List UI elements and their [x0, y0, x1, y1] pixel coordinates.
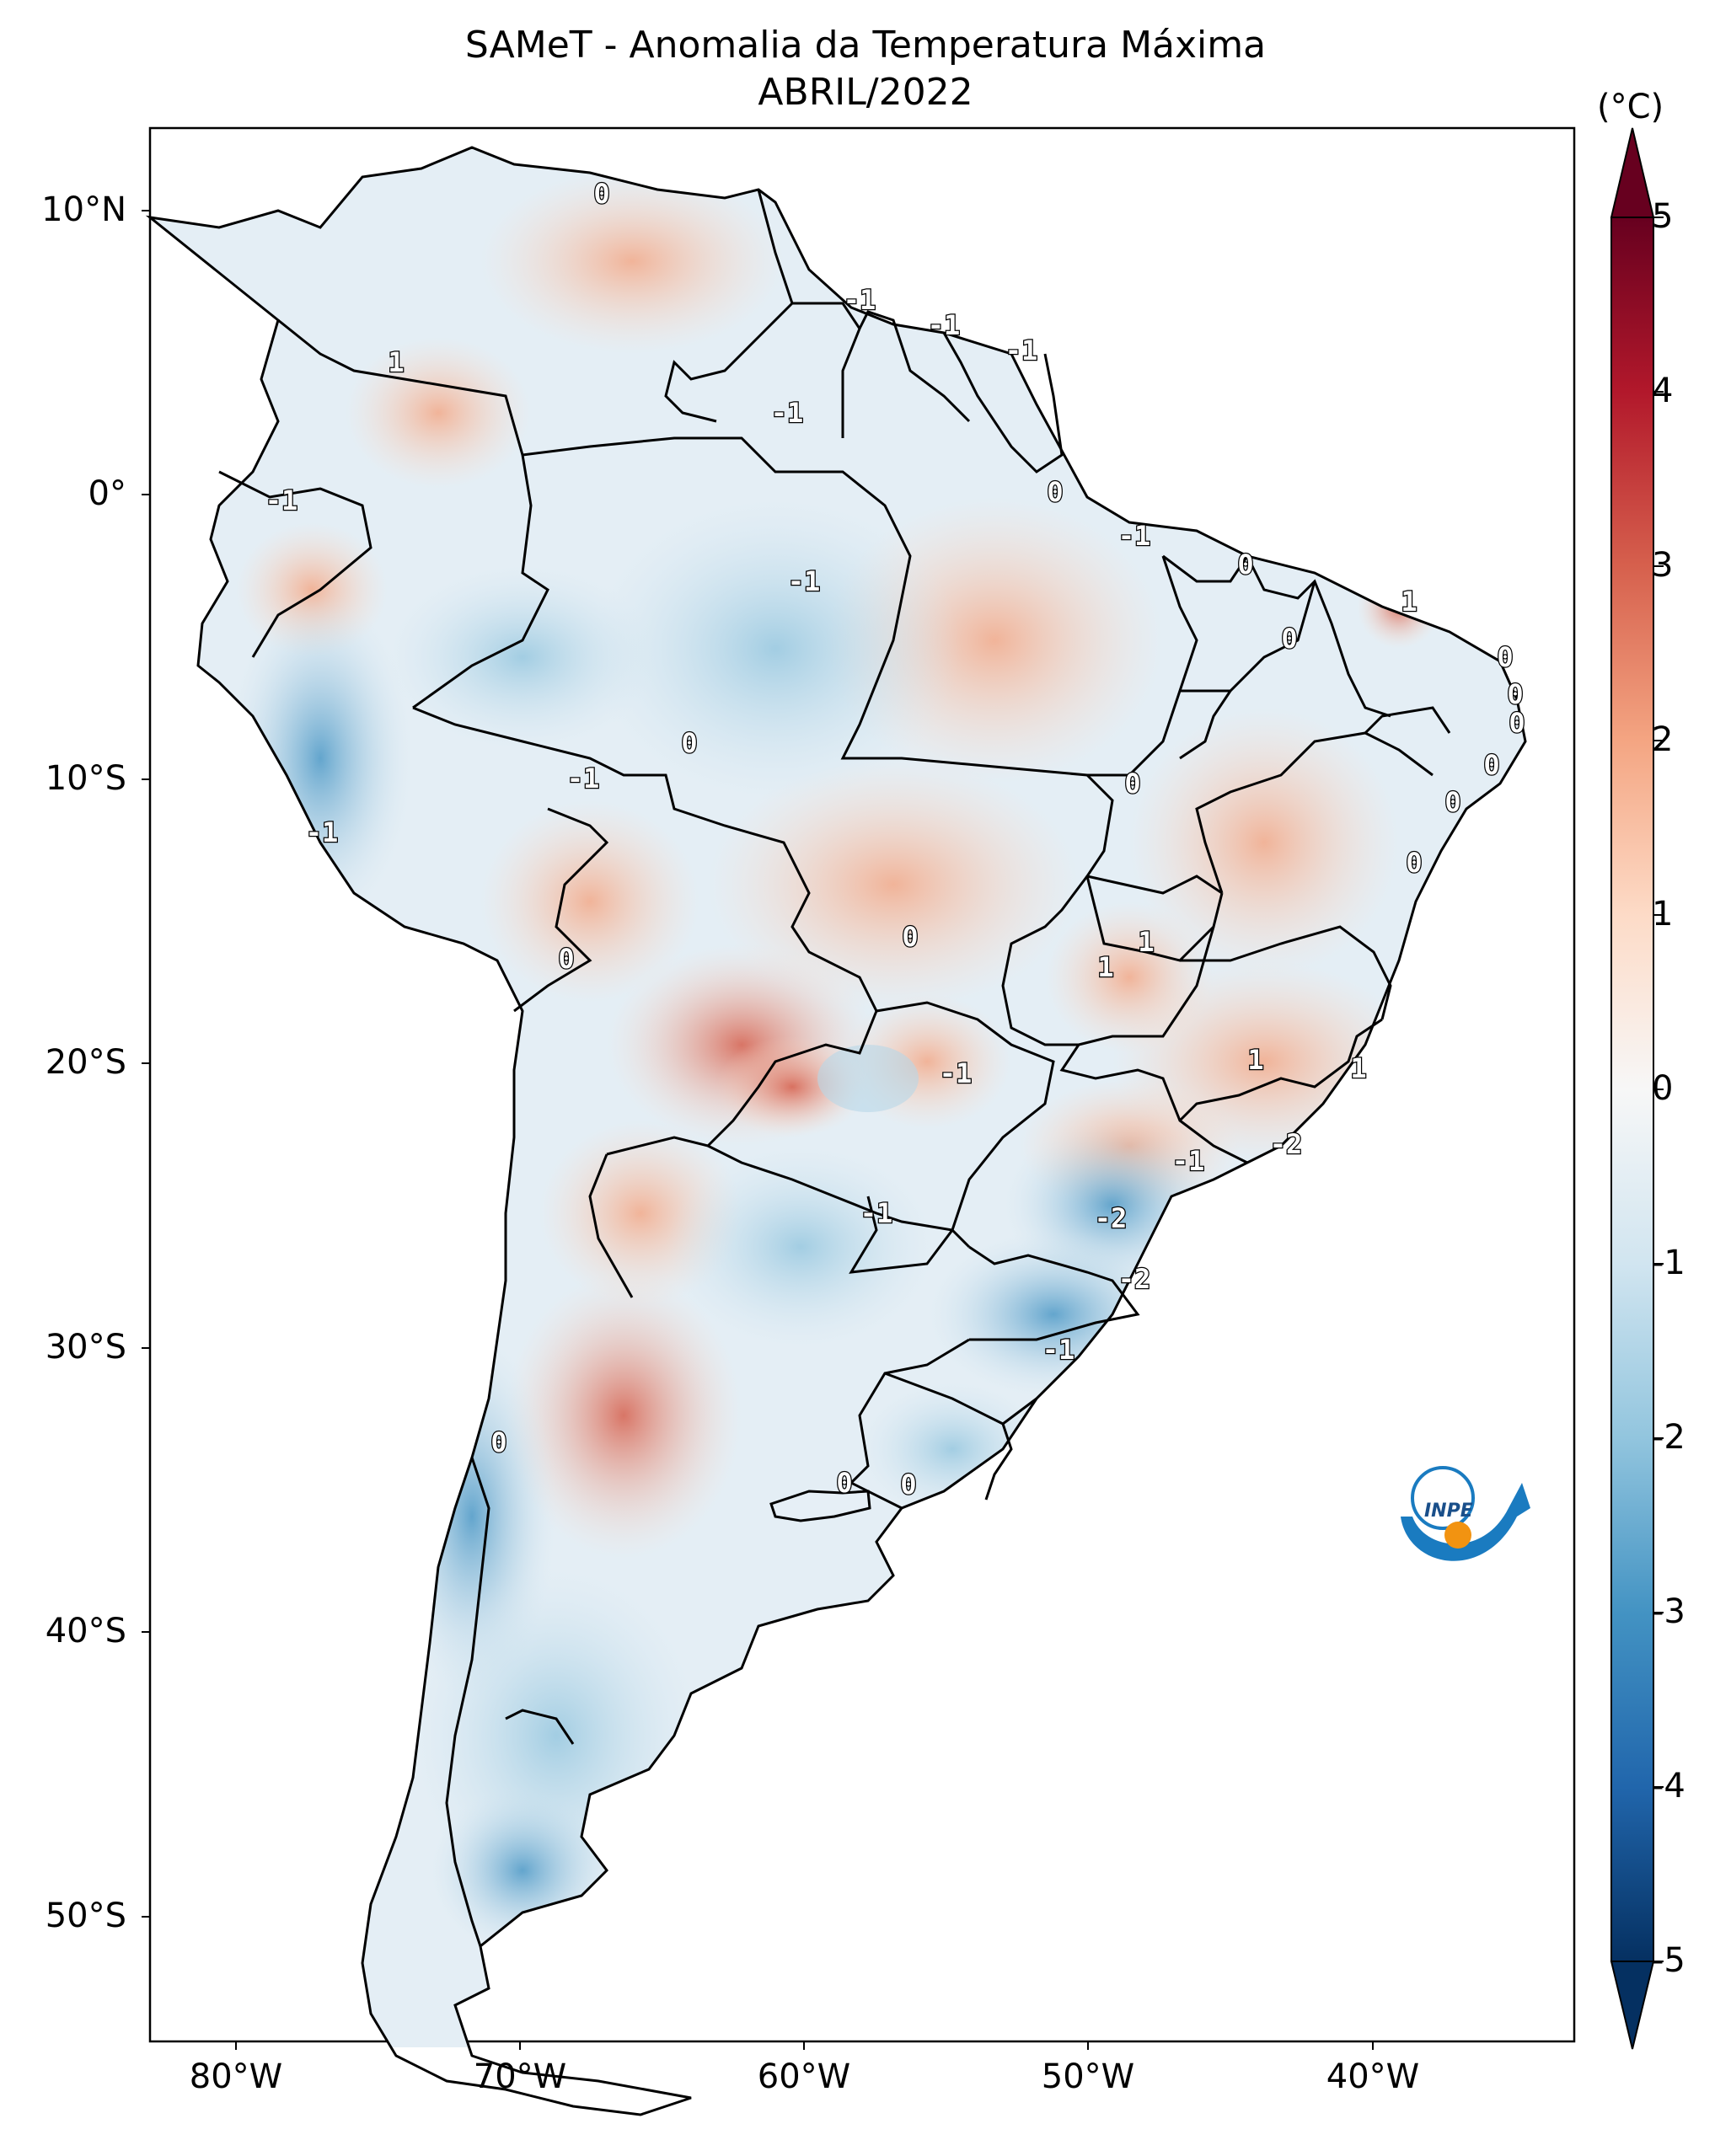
- colorbar-tick-label: 2: [1652, 720, 1674, 759]
- contour-label: 0: [558, 943, 574, 975]
- contour-label: 0: [1047, 476, 1063, 508]
- contour-label: 0: [1497, 641, 1513, 673]
- contour-label: -1: [1005, 334, 1038, 366]
- colorbar: [1610, 127, 1664, 2050]
- contour-label: 1: [1138, 926, 1154, 958]
- colorbar-tick-label: 0: [1652, 1069, 1674, 1108]
- contour-label: -1: [940, 1057, 973, 1089]
- falkland-islands: [769, 1490, 871, 1522]
- contour-label: 1: [1401, 586, 1417, 618]
- contour-label: -1: [567, 762, 600, 794]
- contour-label: 1: [1097, 951, 1113, 983]
- contour-label: -1: [860, 1197, 893, 1229]
- contour-labels: 0 -1 -1 -1 1 -1 -1 0 -1 -1 0 1 0 0 0 0 0…: [264, 177, 1525, 1502]
- contour-label: 0: [1237, 548, 1253, 580]
- contour-label: -1: [306, 816, 339, 848]
- colorbar-tick-label: -2: [1652, 1418, 1685, 1457]
- colorbar-tick-label: 1: [1652, 895, 1674, 934]
- colorbar-tick-label: 4: [1652, 372, 1674, 410]
- contour-label: -1: [771, 397, 804, 429]
- colorbar-tick-label: -1: [1652, 1244, 1685, 1282]
- lat-tick-label: 10°S: [45, 759, 126, 798]
- country-borders: [218, 189, 1451, 1947]
- contour-label: -2: [1118, 1263, 1151, 1295]
- contour-label: -1: [844, 284, 876, 316]
- inpe-logo-text: INPE: [1424, 1501, 1473, 1522]
- contour-label: -2: [1095, 1202, 1128, 1234]
- contour-label: 0: [836, 1467, 852, 1499]
- axis-ticks: [142, 210, 1374, 2050]
- contour-label: 0: [1507, 678, 1523, 710]
- colorbar-tick-label: 5: [1652, 197, 1674, 236]
- lat-tick-label: 30°S: [45, 1328, 126, 1367]
- contour-label: 0: [1483, 749, 1499, 781]
- lon-tick-label: 80°W: [189, 2057, 283, 2096]
- colorbar-tick-label: -5: [1652, 1941, 1685, 1980]
- colorbar-tick-label: -3: [1652, 1592, 1685, 1631]
- chart-subtitle: ABRIL/2022: [758, 71, 973, 114]
- lon-tick-label: 50°W: [1041, 2057, 1135, 2096]
- lat-tick-label: 20°S: [45, 1043, 126, 1082]
- lat-tick-label: 40°S: [45, 1612, 126, 1650]
- contour-label: -1: [265, 484, 298, 516]
- contour-label: -1: [1042, 1334, 1075, 1366]
- lon-tick-label: 70°W: [473, 2057, 567, 2096]
- contour-label: 0: [902, 921, 918, 953]
- contour-label: -2: [1270, 1128, 1303, 1160]
- contour-label: -1: [1118, 520, 1151, 552]
- contour-label: 0: [681, 727, 697, 759]
- lon-tick-label: 40°W: [1326, 2057, 1420, 2096]
- contour-label: -1: [928, 309, 961, 341]
- colorbar-tick-label: -4: [1652, 1767, 1685, 1806]
- coastline: [145, 146, 1527, 2116]
- contour-label: 0: [1444, 786, 1460, 818]
- lat-tick-label: 0°: [88, 474, 126, 513]
- lat-tick-label: 10°N: [41, 190, 126, 229]
- contour-label: 0: [900, 1469, 916, 1501]
- chart-title: SAMeT - Anomalia da Temperatura Máxima: [464, 24, 1267, 67]
- contour-label: 0: [1509, 707, 1525, 739]
- lat-tick-label: 50°S: [45, 1897, 126, 1935]
- contour-label: 0: [1281, 623, 1297, 655]
- colorbar-unit: (°C): [1597, 88, 1664, 126]
- colorbar-tick-label: 3: [1652, 546, 1674, 585]
- lon-tick-label: 60°W: [757, 2057, 851, 2096]
- contour-label: 1: [1247, 1044, 1263, 1076]
- contour-label: 0: [490, 1426, 506, 1458]
- contour-label: 1: [388, 346, 404, 378]
- contour-label: -1: [788, 565, 821, 597]
- contour-label: 1: [1350, 1052, 1366, 1084]
- contour-label: -1: [1172, 1145, 1205, 1177]
- contour-label: 0: [1406, 847, 1422, 879]
- contour-label: 0: [1124, 768, 1140, 800]
- contour-label: 0: [593, 178, 609, 210]
- inpe-logo: INPE: [1401, 1466, 1530, 1561]
